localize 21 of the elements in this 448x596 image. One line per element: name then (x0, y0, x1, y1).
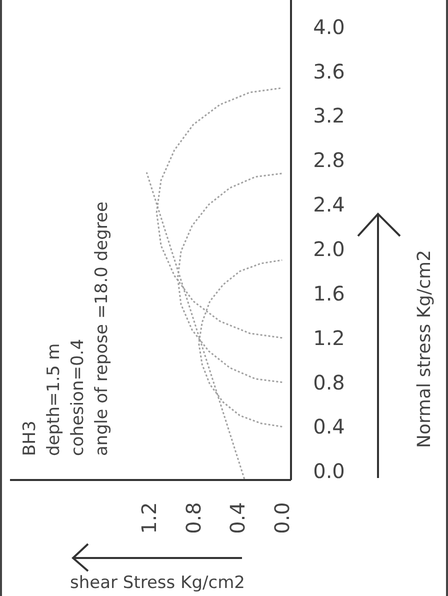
annotation: cohesion=0.4 (68, 338, 88, 456)
x-axis-title: shear Stress Kg/cm2 (70, 573, 245, 593)
y-tick-label: 3.6 (313, 59, 345, 84)
y-tick-label: 1.2 (313, 326, 345, 350)
x-tick-label: 0.0 (270, 502, 294, 534)
y-tick-label: 2.8 (313, 148, 345, 172)
y-tick-label: 2.4 (313, 192, 345, 217)
annotation: depth=1.5 m (44, 343, 64, 456)
x-tick-label: 0.8 (181, 502, 206, 534)
x-tick-label: 0.4 (226, 502, 250, 534)
y-tick-label: 0.8 (313, 370, 345, 394)
y-tick-label: 0.0 (313, 459, 345, 484)
y-axis-title: Normal stress Kg/cm2 (414, 250, 435, 448)
y-tick-label: 3.2 (313, 104, 345, 128)
y-tick-label: 0.4 (313, 414, 345, 439)
y-tick-label: 4.0 (313, 14, 345, 39)
x-tick-label: 1.2 (136, 502, 161, 534)
y-tick-label: 1.6 (313, 281, 345, 306)
annotation: angle of repose =18.0 degree (92, 202, 112, 456)
annotation: BH3 (20, 420, 40, 456)
y-tick-label: 2.0 (313, 236, 345, 261)
